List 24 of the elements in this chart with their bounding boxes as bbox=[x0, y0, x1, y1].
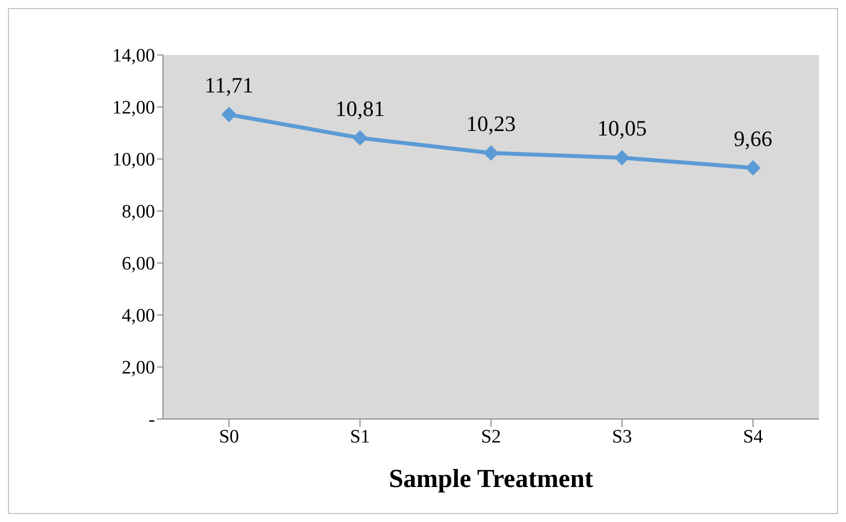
data-label: 10,23 bbox=[466, 111, 516, 136]
y-tick-label: - bbox=[148, 410, 155, 431]
y-tick-label: 4,00 bbox=[122, 306, 155, 327]
x-tick-label: S2 bbox=[480, 426, 502, 448]
x-tick-label: S4 bbox=[742, 426, 764, 448]
y-tick-label: 2,00 bbox=[122, 358, 155, 379]
y-tick-label: 8,00 bbox=[122, 202, 155, 223]
data-label: 10,81 bbox=[335, 96, 385, 121]
point bbox=[352, 130, 368, 146]
x-axis-title: Sample Treatment bbox=[388, 464, 594, 493]
point bbox=[746, 160, 760, 176]
x-tick-label: S3 bbox=[612, 426, 632, 448]
y-tick-label: 10,00 bbox=[112, 150, 155, 171]
data-label: 9,66 bbox=[734, 126, 772, 151]
x-tick-label: S1 bbox=[350, 426, 370, 448]
y-tick-label: 6,00 bbox=[122, 254, 155, 275]
y-tick-label: 14,00 bbox=[112, 46, 155, 67]
x-tick-label: S0 bbox=[218, 426, 240, 448]
y-tick-label: 12,00 bbox=[112, 98, 155, 119]
point bbox=[614, 150, 630, 166]
point bbox=[484, 146, 498, 161]
point bbox=[222, 107, 236, 122]
data-label: 11,71 bbox=[204, 72, 254, 98]
data-label: 10,05 bbox=[597, 116, 647, 141]
